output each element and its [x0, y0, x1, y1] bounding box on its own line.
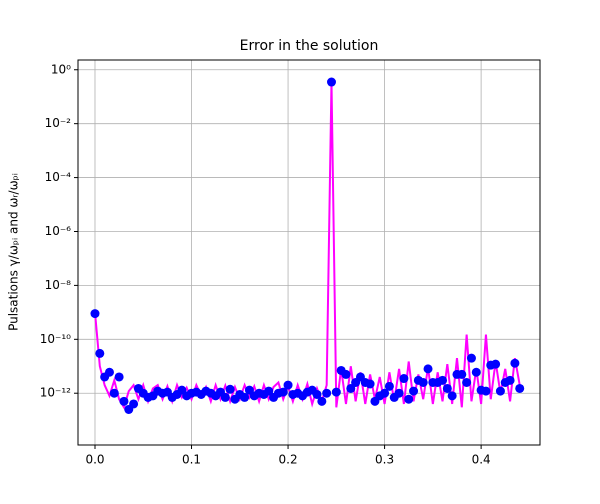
marker [104, 367, 114, 377]
marker [442, 383, 452, 393]
marker [409, 386, 419, 396]
marker [225, 384, 235, 394]
marker [515, 383, 525, 393]
marker [109, 388, 119, 398]
y-tick-label: 10⁻⁴ [45, 170, 72, 184]
marker [331, 387, 341, 397]
x-tick-label: 0.1 [182, 453, 201, 467]
y-axis-label: Pulsations γ/ωₚᵢ and ωᵣ/ωₚᵢ [7, 173, 21, 331]
marker [95, 348, 105, 358]
marker [423, 364, 433, 374]
y-tick-label: 10⁻² [45, 116, 72, 130]
marker [505, 375, 515, 385]
marker [384, 381, 394, 391]
marker [312, 389, 322, 399]
marker [119, 396, 129, 406]
chart-title: Error in the solution [240, 38, 379, 54]
marker [418, 377, 428, 387]
marker [471, 367, 481, 377]
series-line [93, 82, 521, 410]
marker [462, 377, 472, 387]
y-tick-label: 10⁻⁶ [45, 224, 72, 238]
marker [481, 386, 491, 396]
marker [326, 77, 336, 87]
marker [399, 374, 409, 384]
marker [240, 392, 250, 402]
marker [495, 386, 505, 396]
marker [317, 396, 327, 406]
marker [510, 358, 520, 368]
marker [447, 391, 457, 401]
marker [394, 388, 404, 398]
marker [114, 372, 124, 382]
y-tick-label: 10⁻⁸ [45, 278, 72, 292]
marker [129, 399, 139, 409]
marker [457, 369, 467, 379]
marker [466, 353, 476, 363]
marker [278, 387, 288, 397]
x-tick-label: 0.0 [85, 453, 104, 467]
marker [220, 392, 230, 402]
marker [404, 394, 414, 404]
marker [365, 379, 375, 389]
marker [283, 380, 293, 390]
marker [341, 369, 351, 379]
x-tick-label: 0.4 [472, 453, 491, 467]
x-tick-label: 0.2 [279, 453, 298, 467]
y-tick-label: 10⁰ [51, 62, 71, 76]
marker [380, 388, 390, 398]
x-tick-label: 0.3 [375, 453, 394, 467]
marker [322, 388, 332, 398]
marker [491, 359, 501, 369]
y-tick-label: 10⁻¹² [40, 386, 71, 400]
marker [346, 383, 356, 393]
marker [438, 375, 448, 385]
marker [264, 386, 274, 396]
plot-frame [77, 59, 541, 446]
y-tick-label: 10⁻¹⁰ [40, 332, 71, 346]
marker [90, 309, 100, 319]
